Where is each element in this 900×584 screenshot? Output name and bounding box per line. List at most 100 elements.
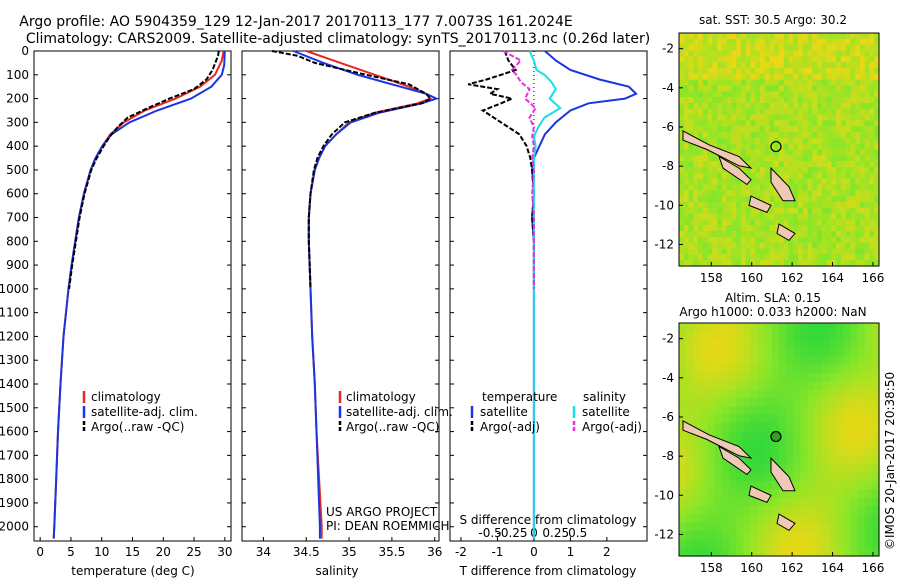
map-cell bbox=[757, 531, 766, 540]
map-cell bbox=[755, 260, 761, 267]
series-line bbox=[531, 50, 638, 539]
map-cell bbox=[821, 236, 828, 244]
map-cell bbox=[679, 339, 687, 349]
map-cell bbox=[693, 167, 699, 174]
map-cell bbox=[693, 356, 701, 366]
map-cell bbox=[814, 439, 823, 449]
map-cell bbox=[845, 161, 852, 168]
map-cell bbox=[826, 33, 832, 40]
map-cell bbox=[745, 254, 752, 261]
salinity-xlabel: salinity bbox=[315, 564, 358, 578]
map-cell bbox=[693, 132, 699, 139]
map-cell bbox=[829, 389, 837, 399]
map-cell bbox=[864, 481, 873, 490]
map-cell bbox=[864, 539, 873, 549]
map-cell bbox=[788, 155, 794, 162]
map-cell bbox=[721, 547, 730, 557]
map-cell bbox=[812, 126, 818, 133]
map-cell bbox=[750, 143, 756, 151]
map-cell bbox=[793, 68, 799, 75]
map-cell bbox=[786, 348, 794, 357]
map-cell bbox=[729, 464, 737, 474]
map-cell bbox=[760, 167, 766, 174]
map-cell bbox=[855, 201, 861, 209]
map-cell bbox=[683, 207, 690, 215]
map-cell bbox=[693, 339, 701, 349]
map-cell bbox=[714, 547, 723, 557]
map-cell bbox=[769, 219, 775, 226]
map-cell bbox=[726, 172, 732, 180]
map-cell bbox=[760, 213, 766, 220]
map-cell bbox=[729, 481, 737, 490]
map-cell bbox=[717, 219, 723, 226]
map-cell bbox=[821, 108, 828, 116]
map-cell bbox=[850, 406, 859, 416]
map-cell bbox=[845, 236, 852, 244]
map-cell bbox=[729, 414, 737, 424]
map-cell bbox=[683, 79, 690, 86]
map-cell bbox=[693, 155, 699, 162]
map-cell bbox=[771, 389, 780, 399]
map-cell bbox=[855, 207, 861, 215]
map-cell bbox=[764, 120, 771, 127]
map-cell bbox=[850, 339, 859, 349]
x-top-tick-label: 0.25 bbox=[542, 526, 569, 540]
map-cell bbox=[755, 167, 761, 174]
map-cell bbox=[707, 114, 713, 121]
map-cell bbox=[750, 348, 759, 357]
map-cell bbox=[802, 190, 809, 197]
map-cell bbox=[826, 50, 832, 57]
map-cell bbox=[721, 38, 728, 46]
map-cell bbox=[717, 248, 723, 255]
map-cell bbox=[817, 85, 823, 92]
map-cell bbox=[693, 539, 701, 549]
map-cell bbox=[793, 397, 801, 407]
map-cell bbox=[836, 372, 844, 382]
map-cell bbox=[683, 161, 690, 168]
map-cell bbox=[864, 50, 871, 57]
map-cell bbox=[736, 323, 744, 332]
map-cell bbox=[812, 155, 818, 162]
map-cell bbox=[721, 190, 728, 197]
map-cell bbox=[693, 91, 699, 98]
map-cell bbox=[783, 33, 790, 40]
map-cell bbox=[698, 184, 704, 191]
map-cell bbox=[755, 126, 761, 133]
map-cell bbox=[845, 50, 852, 57]
map-cell bbox=[869, 91, 875, 98]
map-cell bbox=[750, 219, 756, 226]
map-cell bbox=[717, 143, 723, 151]
map-cell bbox=[783, 172, 790, 180]
map-cell bbox=[826, 56, 832, 63]
map-cell bbox=[812, 149, 818, 156]
map-cell bbox=[743, 339, 751, 349]
map-cell bbox=[845, 143, 852, 151]
map-cell bbox=[850, 242, 856, 250]
map-cell bbox=[855, 254, 861, 261]
map-cell bbox=[836, 522, 844, 532]
map-cell bbox=[769, 155, 775, 162]
map-cell bbox=[845, 44, 852, 51]
map-cell bbox=[702, 201, 709, 209]
map-cell bbox=[860, 155, 866, 162]
map-cell bbox=[864, 172, 871, 180]
map-cell bbox=[869, 213, 875, 220]
map-cell bbox=[793, 132, 799, 139]
map-cell bbox=[769, 108, 775, 116]
map-cell bbox=[729, 389, 737, 399]
map-cell bbox=[869, 38, 875, 46]
map-y-tick-label: -2 bbox=[662, 332, 674, 346]
map-cell bbox=[843, 481, 851, 490]
map-cell bbox=[745, 108, 752, 116]
map-cell bbox=[736, 489, 744, 499]
sla-map-title: Altim. SLA: 0.15 bbox=[725, 291, 821, 305]
map-cell bbox=[731, 248, 737, 255]
map-cell bbox=[821, 481, 830, 490]
map-cell bbox=[743, 414, 751, 424]
map-cell bbox=[860, 149, 866, 156]
map-cell bbox=[693, 331, 701, 341]
map-cell bbox=[793, 161, 799, 168]
map-cell bbox=[836, 73, 842, 81]
map-cell bbox=[769, 184, 775, 191]
map-cell bbox=[693, 143, 699, 151]
